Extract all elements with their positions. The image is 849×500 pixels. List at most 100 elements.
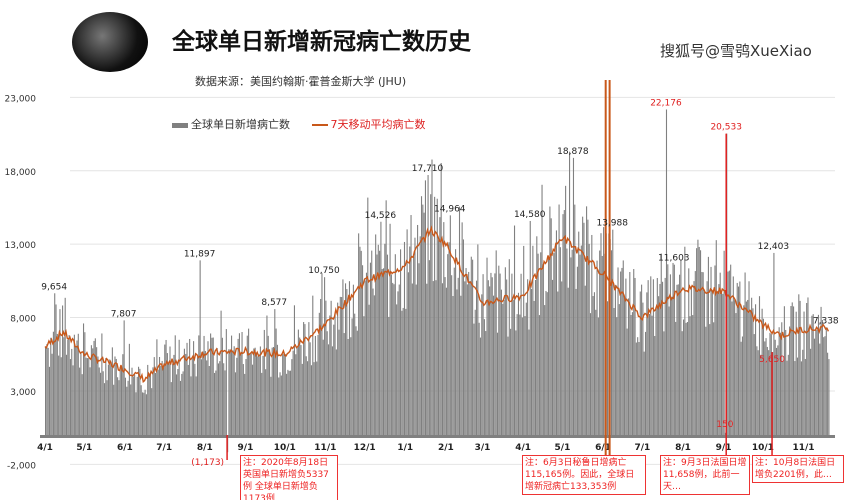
bar [153, 357, 155, 435]
data-label: 14,526 [365, 211, 397, 221]
bar [599, 250, 601, 435]
bar [672, 262, 674, 435]
bar [694, 271, 696, 435]
bar [703, 291, 706, 435]
bar [650, 276, 652, 435]
bar [578, 231, 580, 435]
bar [354, 313, 356, 435]
data-label: 14,964 [434, 204, 466, 214]
bar [283, 352, 285, 435]
bar [706, 281, 708, 435]
bar [194, 363, 196, 435]
bar [436, 198, 438, 435]
bar [385, 200, 387, 435]
bar [359, 246, 361, 435]
bar [151, 388, 153, 435]
bar [641, 284, 643, 435]
bar [428, 260, 430, 435]
bar [250, 352, 252, 435]
bar [75, 346, 77, 435]
bar [682, 319, 685, 435]
bar [317, 335, 319, 435]
bar [115, 358, 117, 435]
bar [170, 382, 172, 435]
bar [596, 260, 598, 435]
bar [393, 284, 395, 435]
bar [782, 361, 784, 435]
bar [157, 369, 159, 435]
bar [343, 333, 345, 435]
bar [546, 292, 548, 435]
bar [730, 264, 732, 435]
bar [820, 306, 822, 435]
bar [71, 348, 73, 435]
bar [536, 236, 538, 435]
bar [292, 350, 294, 435]
bar [802, 349, 804, 435]
bar [335, 349, 337, 435]
bar [785, 329, 787, 435]
bar [265, 369, 267, 435]
bar [300, 345, 302, 435]
bar [109, 359, 111, 435]
bar [799, 300, 801, 435]
bar [527, 279, 529, 435]
bar [711, 290, 713, 435]
bar [496, 332, 499, 435]
bar [203, 335, 205, 435]
bar [655, 307, 657, 435]
bar [288, 370, 290, 435]
bar [59, 309, 61, 435]
bar [202, 351, 204, 435]
bar [270, 376, 272, 435]
bar [286, 373, 288, 435]
bar [824, 336, 826, 435]
bar [148, 374, 150, 435]
bar [739, 281, 741, 435]
bar [707, 256, 709, 435]
bar [502, 303, 504, 435]
x-tick-label: 6/1 [117, 443, 133, 453]
bar [816, 329, 818, 435]
bar [774, 339, 776, 435]
bar [612, 229, 614, 435]
bar [778, 327, 780, 435]
x-tick-label: 10/1 [274, 443, 296, 453]
bar [555, 230, 557, 435]
bar [308, 322, 310, 435]
bar [223, 363, 225, 435]
bar [614, 284, 616, 435]
bar [103, 383, 106, 435]
bar [147, 364, 149, 435]
bar [414, 237, 416, 435]
bar [380, 221, 382, 435]
bar [191, 357, 193, 435]
bar [301, 363, 303, 435]
bar [400, 249, 402, 435]
bar [316, 361, 318, 435]
bar [473, 323, 475, 435]
bar [495, 250, 497, 435]
bar [673, 264, 675, 435]
bar [287, 369, 289, 435]
bar [443, 222, 445, 435]
bar [405, 308, 407, 435]
bar [482, 274, 484, 435]
bar [128, 343, 130, 435]
bar [478, 322, 480, 435]
bar [732, 276, 734, 435]
bar [597, 317, 599, 435]
bar [210, 333, 212, 435]
bar [182, 371, 184, 435]
bar [757, 350, 759, 435]
bar [196, 357, 199, 435]
bar [486, 257, 488, 435]
note-aug18: 注：2020年8月18日 英国单日新增负5337例 全球单日新增负1173例 [240, 455, 338, 500]
bar [155, 372, 157, 435]
bar [507, 336, 509, 435]
bar [595, 309, 597, 435]
bar [242, 364, 244, 435]
bar [621, 267, 623, 435]
bar [80, 352, 82, 435]
bar [659, 283, 661, 435]
